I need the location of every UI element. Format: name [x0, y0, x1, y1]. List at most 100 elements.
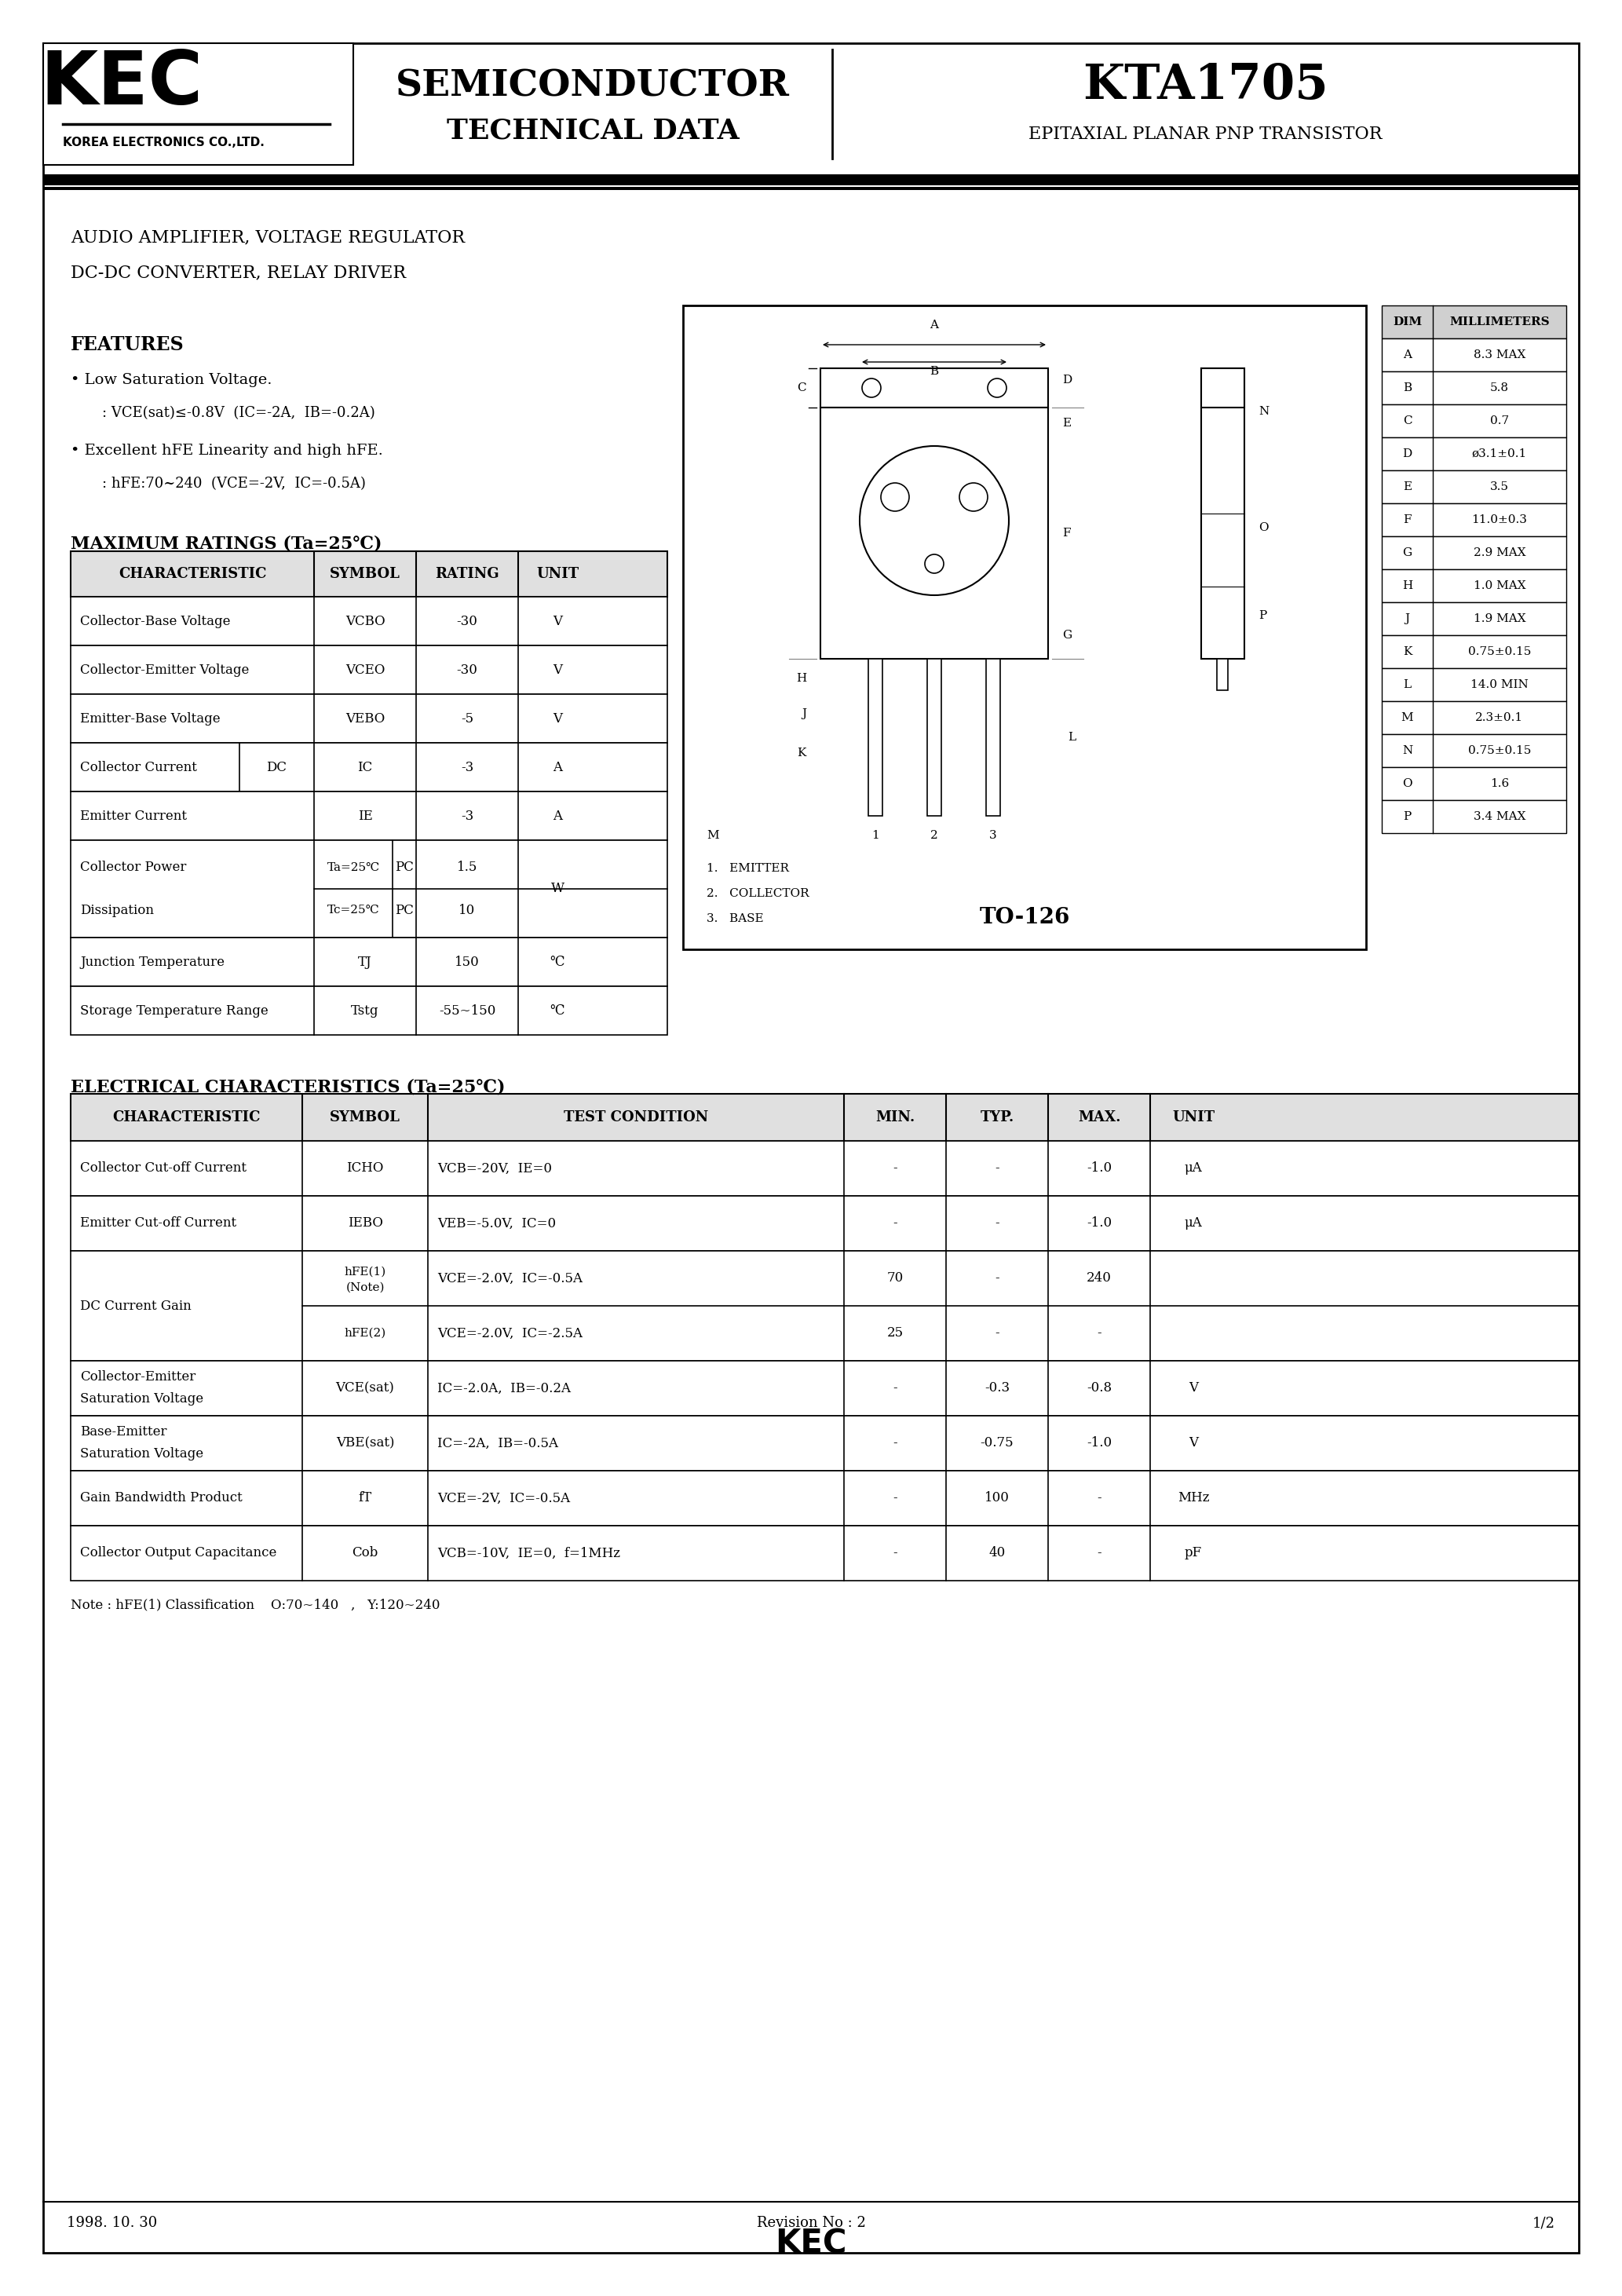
Text: O: O [1403, 778, 1413, 790]
Text: VCEO: VCEO [345, 664, 384, 677]
Text: F: F [1062, 528, 1071, 540]
Text: 2.   COLLECTOR: 2. COLLECTOR [707, 889, 809, 900]
Text: VCE=-2.0V,  IC=-2.5A: VCE=-2.0V, IC=-2.5A [438, 1327, 582, 1341]
Text: IEBO: IEBO [347, 1217, 383, 1231]
Text: F: F [1403, 514, 1411, 526]
Bar [71, 645, 667, 693]
Text: D: D [1062, 374, 1072, 386]
Text: M: M [707, 829, 719, 840]
Bar [71, 937, 667, 987]
Text: K: K [1403, 645, 1411, 657]
Text: 0.7: 0.7 [1491, 416, 1508, 427]
Text: RATING: RATING [435, 567, 500, 581]
Text: MILLIMETERS: MILLIMETERS [1450, 317, 1549, 328]
Text: Collector Power: Collector Power [79, 861, 187, 875]
Text: IC=-2A,  IB=-0.5A: IC=-2A, IB=-0.5A [438, 1437, 558, 1449]
Bar [986, 659, 1001, 815]
Text: VBE(sat): VBE(sat) [336, 1437, 394, 1449]
Text: TYP.: TYP. [980, 1111, 1014, 1125]
Text: KEC: KEC [41, 48, 203, 119]
Text: -: - [994, 1272, 999, 1286]
Text: Storage Temperature Range: Storage Temperature Range [79, 1003, 268, 1017]
Text: -0.3: -0.3 [985, 1382, 1009, 1396]
Text: Collector Cut-off Current: Collector Cut-off Current [79, 1162, 247, 1176]
Text: N: N [1259, 406, 1268, 418]
Text: G: G [1062, 629, 1072, 641]
Bar [1216, 659, 1228, 691]
Text: 40: 40 [989, 1548, 1006, 1559]
Text: MIN.: MIN. [876, 1111, 915, 1125]
Text: Collector-Base Voltage: Collector-Base Voltage [79, 615, 230, 627]
Text: • Low Saturation Voltage.: • Low Saturation Voltage. [71, 372, 272, 388]
Text: Collector Current: Collector Current [79, 760, 196, 774]
Text: : hFE:70~240  (VCE=-2V,  IC=-0.5A): : hFE:70~240 (VCE=-2V, IC=-0.5A) [102, 478, 365, 491]
Text: IC: IC [357, 760, 373, 774]
Text: O: O [1259, 523, 1268, 533]
Text: V: V [1189, 1382, 1199, 1396]
Text: -: - [994, 1327, 999, 1341]
Text: UNIT: UNIT [537, 567, 579, 581]
Bar [71, 1362, 1578, 1417]
Text: Emitter Current: Emitter Current [79, 808, 187, 822]
Bar [1382, 700, 1567, 735]
Text: -55~150: -55~150 [438, 1003, 496, 1017]
Text: -: - [892, 1437, 897, 1449]
Text: 3.   BASE: 3. BASE [707, 914, 764, 925]
Bar [1382, 799, 1567, 833]
Text: E: E [1403, 482, 1411, 491]
Text: H: H [796, 673, 806, 684]
Text: -: - [892, 1492, 897, 1504]
Text: Tstg: Tstg [350, 1003, 380, 1017]
Bar [1382, 471, 1567, 503]
Text: 1998. 10. 30: 1998. 10. 30 [67, 2216, 157, 2229]
Bar [1382, 404, 1567, 436]
Text: V: V [1189, 1437, 1199, 1449]
Bar [71, 987, 667, 1035]
Text: Cob: Cob [352, 1548, 378, 1559]
Text: CHARACTERISTIC: CHARACTERISTIC [118, 567, 266, 581]
Text: -: - [892, 1382, 897, 1396]
Text: VCB=-10V,  IE=0,  f=1MHz: VCB=-10V, IE=0, f=1MHz [438, 1548, 620, 1559]
Text: DC: DC [266, 760, 287, 774]
Text: SYMBOL: SYMBOL [329, 567, 401, 581]
Text: MHz: MHz [1178, 1492, 1210, 1504]
Text: 1.   EMITTER: 1. EMITTER [707, 863, 788, 875]
Text: Collector-Emitter Voltage: Collector-Emitter Voltage [79, 664, 250, 677]
Text: N: N [1401, 746, 1413, 755]
Text: Tc=25℃: Tc=25℃ [328, 905, 380, 916]
Text: 5.8: 5.8 [1491, 383, 1508, 393]
Text: TEST CONDITION: TEST CONDITION [563, 1111, 709, 1125]
Text: 14.0 MIN: 14.0 MIN [1471, 680, 1528, 691]
Text: B: B [929, 365, 939, 377]
Text: ELECTRICAL CHARACTERISTICS (Ta=25℃): ELECTRICAL CHARACTERISTICS (Ta=25℃) [71, 1079, 504, 1095]
Text: G: G [1403, 546, 1413, 558]
Text: VCE=-2.0V,  IC=-0.5A: VCE=-2.0V, IC=-0.5A [438, 1272, 582, 1286]
Bar [71, 1196, 1578, 1251]
Bar [71, 597, 667, 645]
Text: C: C [1403, 416, 1411, 427]
Text: VCE(sat): VCE(sat) [336, 1382, 394, 1396]
Bar [1202, 367, 1244, 406]
Text: Dissipation: Dissipation [79, 905, 154, 916]
Text: 3.4 MAX: 3.4 MAX [1473, 810, 1526, 822]
Text: 100: 100 [985, 1492, 1009, 1504]
Text: pF: pF [1184, 1548, 1202, 1559]
Bar [1382, 767, 1567, 799]
Text: P: P [1259, 611, 1267, 620]
Bar [71, 1417, 1578, 1472]
Text: Emitter Cut-off Current: Emitter Cut-off Current [79, 1217, 237, 1231]
Text: -30: -30 [456, 615, 478, 627]
Text: VCE=-2V,  IC=-0.5A: VCE=-2V, IC=-0.5A [438, 1492, 569, 1504]
Text: SEMICONDUCTOR: SEMICONDUCTOR [396, 67, 790, 103]
Text: DIM: DIM [1393, 317, 1422, 328]
Bar [868, 659, 882, 815]
Text: IE: IE [358, 808, 373, 822]
Text: (Note): (Note) [345, 1281, 384, 1293]
Text: ø3.1±0.1: ø3.1±0.1 [1471, 448, 1526, 459]
Bar [821, 367, 1048, 406]
Text: Revision No : 2: Revision No : 2 [756, 2216, 866, 2229]
Bar [71, 1141, 1578, 1196]
Text: -: - [892, 1217, 897, 1231]
Text: -: - [994, 1162, 999, 1176]
Bar [71, 1472, 1578, 1527]
